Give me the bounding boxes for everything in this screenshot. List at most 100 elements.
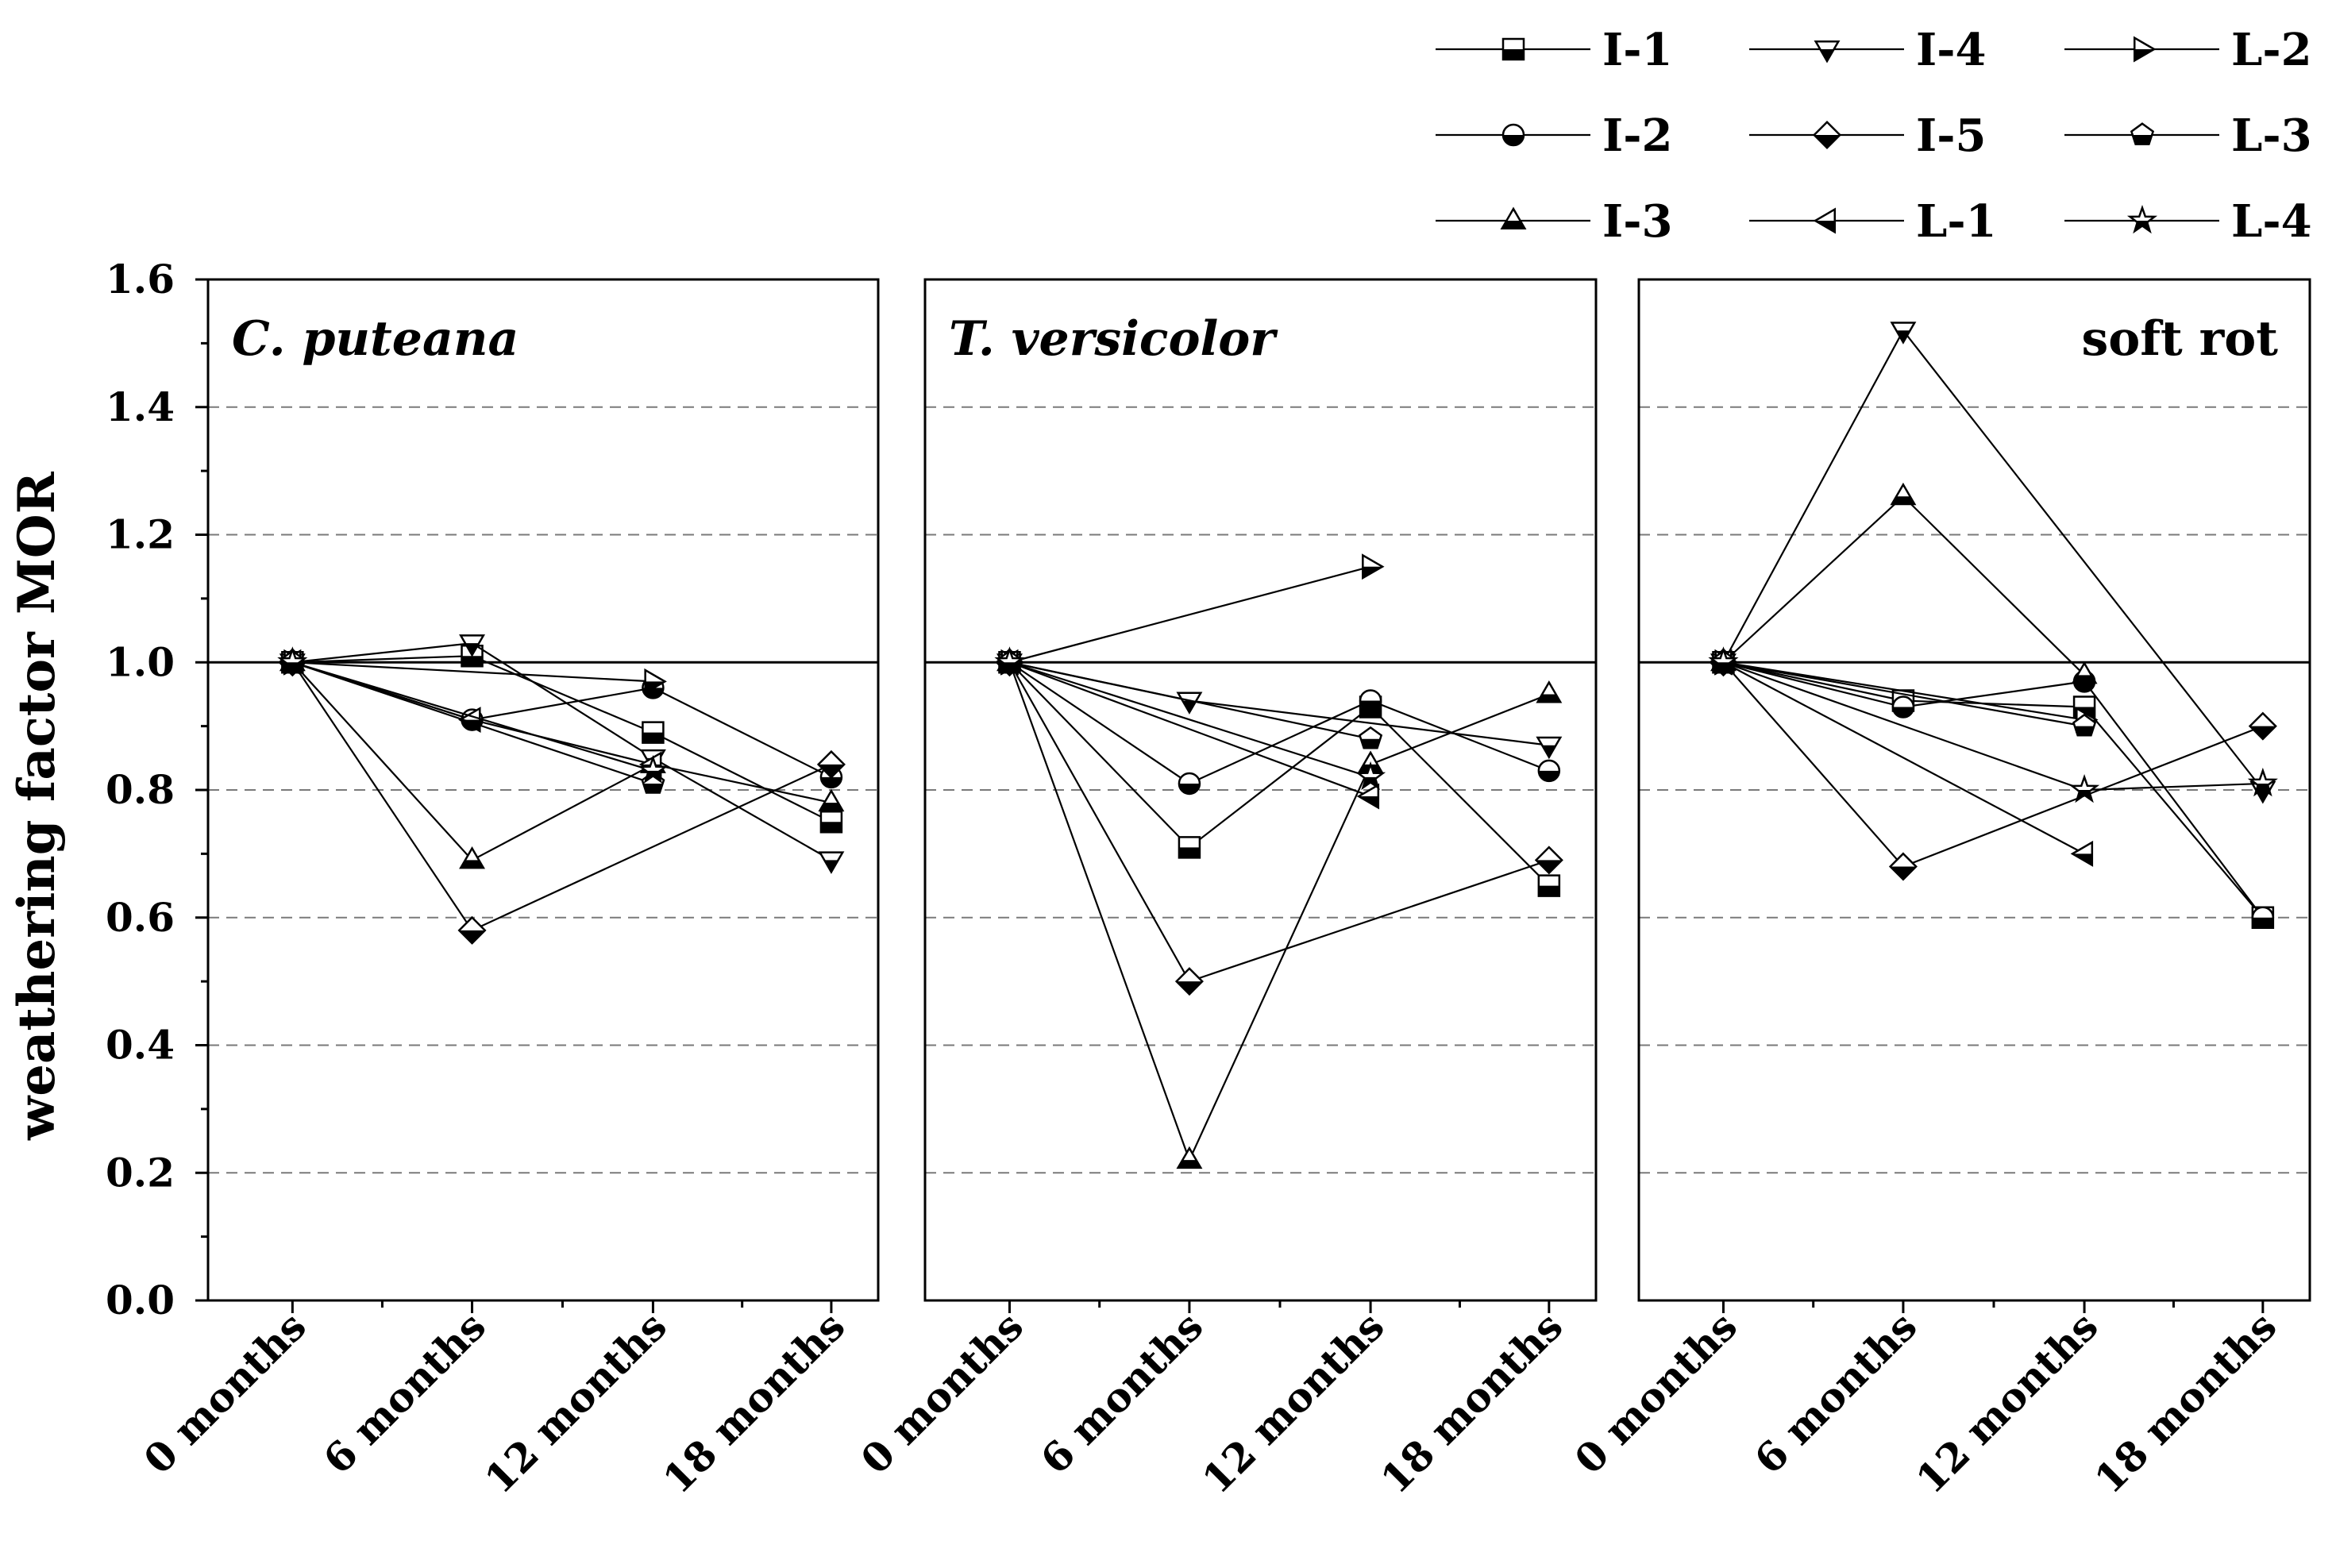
series-i-1	[281, 644, 843, 834]
x-tick-label: 18 months	[1371, 1303, 1571, 1503]
legend-item-i-4: I-4	[1749, 24, 1986, 76]
legend-label: I-4	[1916, 24, 1986, 76]
series-line	[1009, 565, 1371, 664]
series-line	[1008, 661, 1550, 887]
data-point	[1536, 736, 1563, 760]
y-tick-label: 0.2	[106, 1149, 175, 1196]
series-i-3	[279, 648, 845, 869]
legend-marker	[1812, 120, 1842, 150]
series-line	[292, 661, 832, 778]
legend-label: I-2	[1602, 110, 1672, 162]
series-line	[1723, 661, 2085, 721]
series-line	[1722, 661, 2085, 855]
series-line	[1723, 661, 2263, 792]
series-l-2	[1000, 553, 1385, 676]
y-tick-label: 0.6	[106, 894, 175, 941]
data-point	[1174, 967, 1204, 996]
series-i-1	[998, 651, 1561, 897]
data-point	[1888, 852, 1918, 881]
series-line	[292, 642, 832, 861]
data-point	[1890, 322, 1917, 345]
data-point	[1178, 836, 1201, 859]
data-point	[2251, 906, 2275, 929]
legend-label: L-3	[2231, 110, 2312, 162]
legend-item-l-4: L-4	[2064, 195, 2312, 248]
y-tick-label: 0.0	[106, 1277, 175, 1323]
legend-marker	[1813, 207, 1836, 234]
data-point	[1891, 695, 1915, 719]
x-tick-label: 18 months	[654, 1303, 854, 1503]
data-point	[459, 634, 486, 657]
series-line	[1009, 661, 1371, 740]
data-point	[2069, 773, 2100, 803]
series-i-4	[1710, 322, 2276, 804]
data-point	[1536, 680, 1563, 703]
y-tick-label: 1.6	[106, 256, 175, 302]
data-point	[1362, 553, 1385, 580]
series-line	[292, 655, 832, 823]
legend-label: I-3	[1602, 195, 1672, 248]
x-tick-label: 6 months	[1031, 1303, 1212, 1483]
legend-item-l-2: L-2	[2064, 24, 2312, 76]
y-tick-label: 0.8	[106, 766, 175, 813]
series-l-4	[994, 646, 1386, 791]
data-point	[816, 749, 846, 779]
x-tick-label: 12 months	[1193, 1303, 1394, 1503]
data-point	[277, 646, 308, 676]
series-line	[1009, 661, 1371, 798]
x-tick-label: 0 months	[852, 1303, 1032, 1483]
data-point	[1355, 761, 1386, 791]
y-axis-tick-labels: 0.0 0.2 0.4 0.6 0.8 1.0 1.2 1.4 1.6	[106, 256, 175, 1323]
legend-marker	[1501, 37, 1525, 61]
x-tick-label: 12 months	[476, 1303, 676, 1503]
series-i-5	[995, 648, 1563, 996]
series-line	[1009, 661, 1549, 746]
legend-item-i-5: I-5	[1749, 110, 1986, 162]
x-tick-label: 0 months	[1566, 1303, 1746, 1483]
y-tick-label: 1.0	[106, 638, 175, 685]
legend-item-i-3: I-3	[1436, 195, 1672, 248]
series-line	[1009, 661, 1371, 778]
series-line	[292, 661, 653, 772]
panel-label: soft rot	[2081, 311, 2278, 367]
series-l-1	[278, 649, 662, 778]
legend-label: L-4	[2231, 195, 2312, 248]
legend-marker	[1500, 206, 1527, 229]
legend-label: L-1	[1916, 195, 1997, 248]
series-line	[1722, 661, 2264, 868]
series-line	[291, 661, 832, 932]
y-axis-label: weathering factor MOR	[7, 471, 67, 1141]
data-point	[819, 810, 843, 834]
legend: I-1 I-4 L-2 I-2 I-5 L-3 I-3 L-1 L-4	[1436, 24, 2312, 248]
series-line	[1722, 495, 2085, 676]
series-i-3	[1710, 482, 2098, 684]
data-point	[2248, 711, 2277, 741]
data-point	[2072, 713, 2097, 737]
plot-frame	[1637, 278, 2311, 1302]
series-l-1	[1710, 649, 2094, 867]
legend-item-i-1: I-1	[1436, 24, 1672, 76]
data-point	[2071, 661, 2098, 684]
series-line	[1723, 661, 2264, 919]
data-point	[638, 754, 669, 784]
data-point	[2247, 767, 2278, 797]
panel-label: T. versicolor	[949, 311, 1278, 367]
legend-marker	[1501, 123, 1525, 147]
series-line	[292, 661, 653, 683]
data-point	[459, 846, 486, 869]
data-point	[1176, 692, 1203, 715]
data-point	[458, 707, 481, 734]
legend-marker	[2134, 36, 2157, 63]
legend-label: L-2	[2231, 24, 2312, 76]
x-tick-label: 6 months	[314, 1303, 495, 1483]
legend-item-l-3: L-3	[2064, 110, 2312, 162]
series-i-3	[996, 648, 1563, 1169]
data-point	[1890, 482, 1917, 506]
series-line	[1723, 661, 2264, 919]
data-point	[994, 646, 1025, 676]
data-point	[1176, 1146, 1203, 1169]
